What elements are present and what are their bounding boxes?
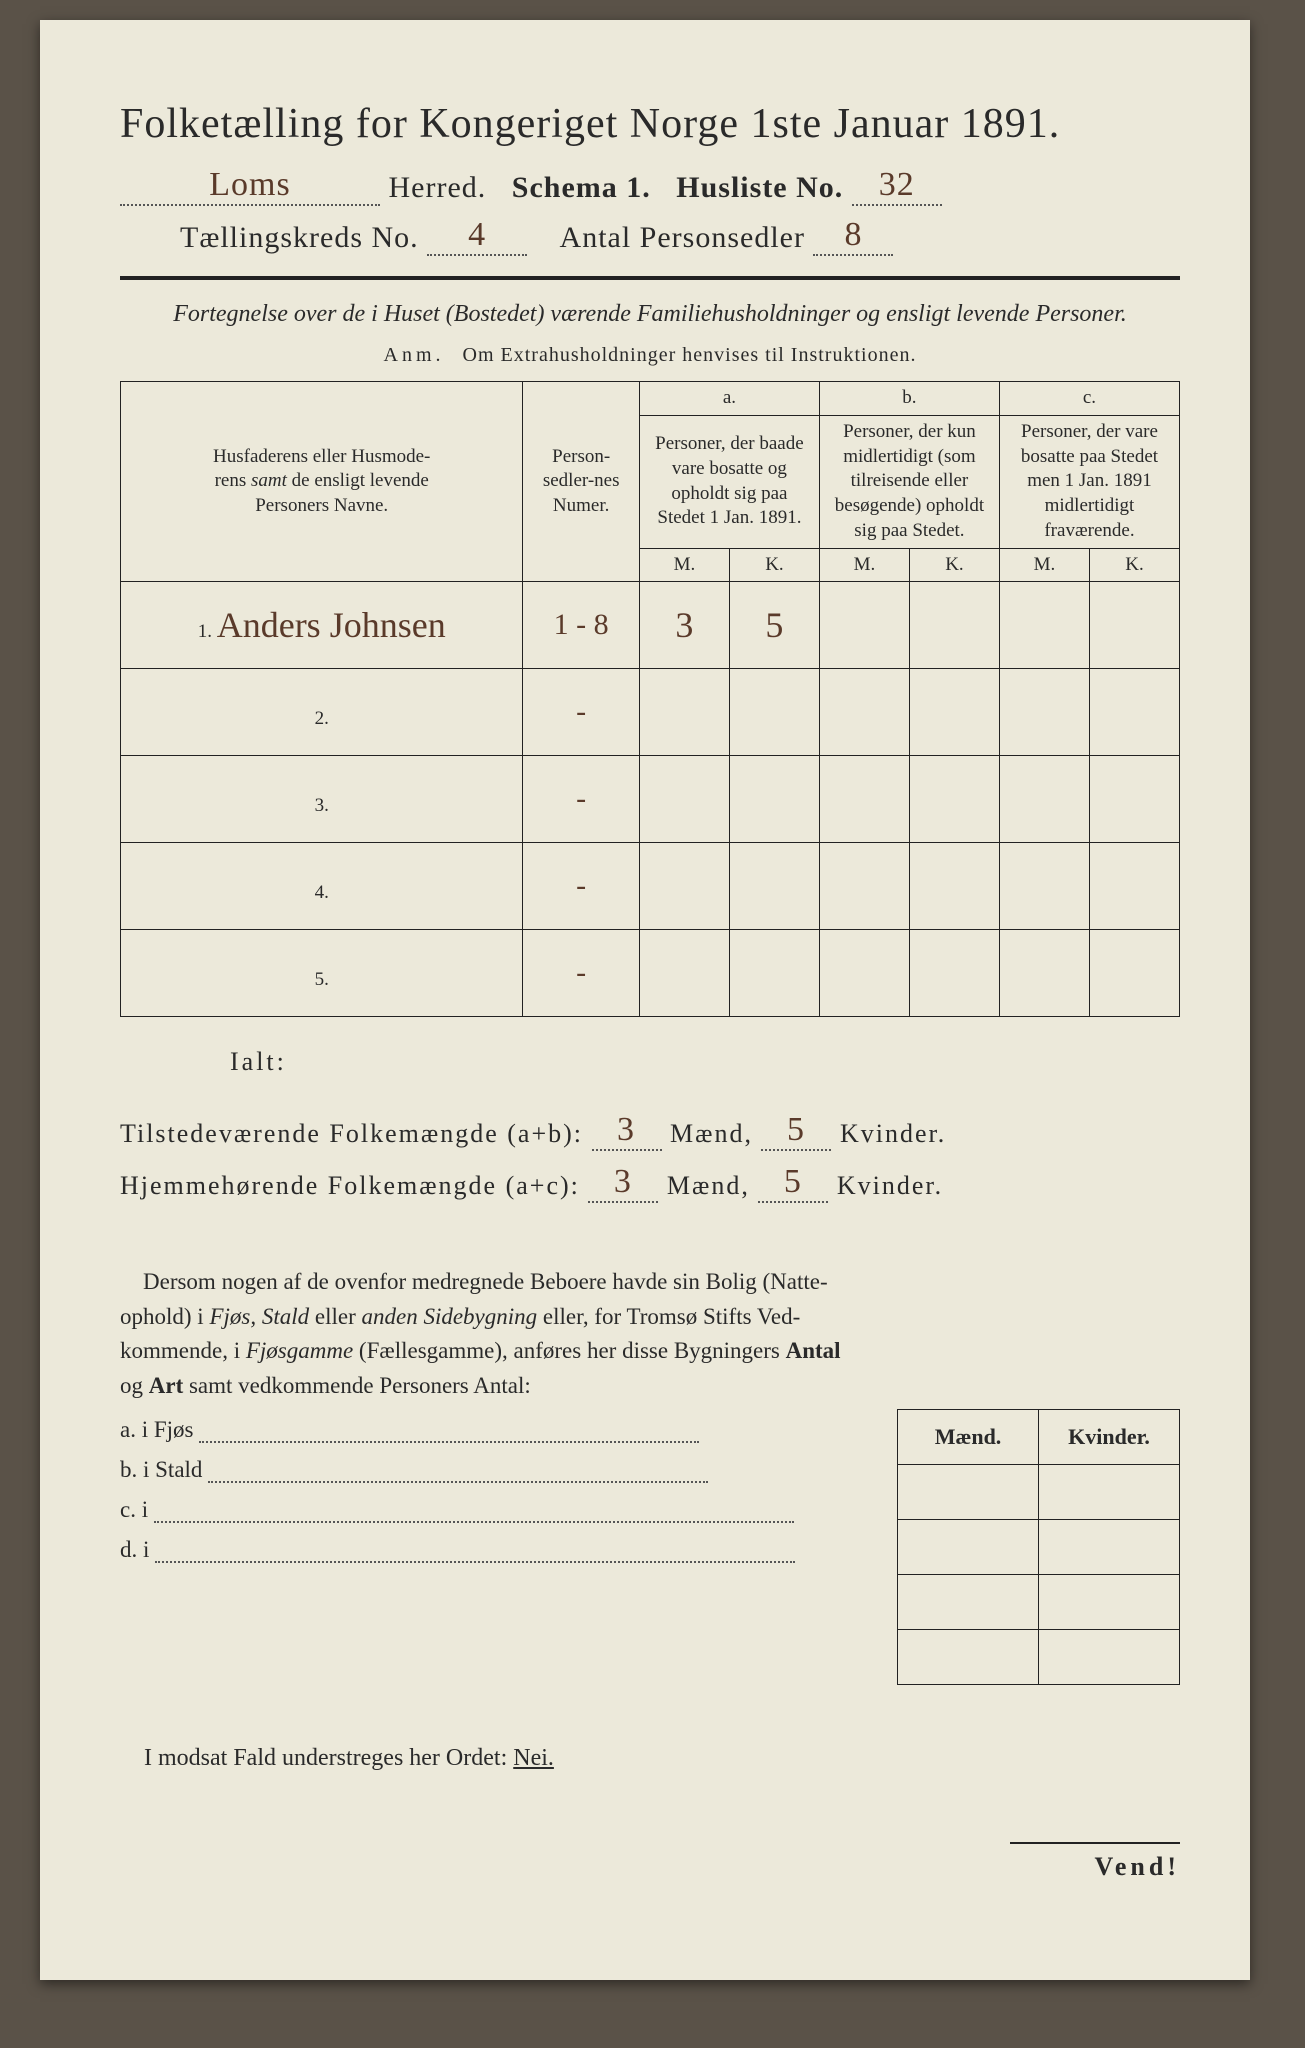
maend-label-1: Mænd, — [670, 1119, 753, 1148]
schema-label: Schema 1. — [512, 171, 651, 204]
th-a-m: M. — [640, 549, 730, 582]
antal-label: Antal Personsedler — [560, 221, 805, 254]
vend-label: Vend! — [1010, 1842, 1180, 1882]
th-b-head: b. — [819, 382, 999, 416]
anm-line: Anm. Om Extrahusholdninger henvises til … — [120, 344, 1180, 367]
nei-line: I modsat Fald understreges her Ordet: Ne… — [120, 1745, 1180, 1772]
mk-row-d — [898, 1630, 1180, 1685]
anm-text: Om Extrahusholdninger henvises til Instr… — [463, 344, 917, 366]
mk-row-a — [898, 1465, 1180, 1520]
h-k: 5 — [784, 1163, 803, 1200]
hjemme-label: Hjemmehørende Folkemængde (a+c): — [120, 1171, 580, 1200]
th-name: Husfaderens eller Husmode-rens samt de e… — [121, 382, 523, 582]
table-row: 2. - — [121, 669, 1180, 756]
th-c: Personer, der vare bosatte paa Stedet me… — [999, 416, 1179, 548]
census-form: Folketælling for Kongeriget Norge 1ste J… — [40, 20, 1250, 1980]
th-a-head: a. — [639, 382, 819, 416]
th-num: Person-sedler-nes Numer. — [523, 382, 639, 582]
mk-row-b — [898, 1520, 1180, 1575]
maend-label-2: Mænd, — [667, 1171, 750, 1200]
table-row: 4. - — [121, 843, 1180, 930]
husliste-label: Husliste No. — [676, 171, 843, 204]
nei-word: Nei. — [513, 1745, 554, 1771]
totals: Tilstedeværende Folkemængde (a+b): 3 Mæn… — [120, 1113, 1180, 1205]
husliste-value: 32 — [879, 166, 915, 203]
anm-label: Anm. — [384, 344, 445, 366]
th-c-wrap: M. K. — [999, 548, 1179, 582]
table-row: 1. Anders Johnsen1 - 835 — [121, 582, 1180, 669]
subtitle: Fortegnelse over de i Huset (Bostedet) v… — [160, 298, 1140, 330]
census-table: Husfaderens eller Husmode-rens samt de e… — [120, 381, 1180, 1017]
th-c-head: c. — [999, 382, 1179, 416]
side-building-paragraph: Dersom nogen af de ovenfor medregnede Be… — [120, 1265, 1180, 1403]
t-k: 5 — [787, 1111, 806, 1148]
th-b-wrap: M. K. — [819, 548, 999, 582]
th-c-k: K. — [1090, 549, 1179, 582]
herred-value: Loms — [209, 166, 290, 203]
kvinder-label-2: Kvinder. — [837, 1171, 943, 1200]
totals-line-2: Hjemmehørende Folkemængde (a+c): 3 Mænd,… — [120, 1165, 1180, 1205]
ialt-label: Ialt: — [230, 1047, 1180, 1077]
header-line-1: Loms Herred. Schema 1. Husliste No. 32 — [120, 168, 1180, 208]
table-row: 5. - — [121, 930, 1180, 1017]
th-b-m: M. — [820, 549, 910, 582]
header-line-2: Tællingskreds No. 4 Antal Personsedler 8 — [180, 218, 1180, 258]
page-title: Folketælling for Kongeriget Norge 1ste J… — [120, 100, 1180, 148]
mk-m: Mænd. — [898, 1410, 1039, 1465]
th-c-m: M. — [1000, 549, 1090, 582]
th-a-k: K. — [730, 549, 819, 582]
th-b-k: K. — [910, 549, 999, 582]
kreds-label: Tællingskreds No. — [180, 221, 419, 254]
kreds-value: 4 — [468, 216, 486, 253]
tilstede-label: Tilstedeværende Folkemængde (a+b): — [120, 1119, 583, 1148]
totals-line-1: Tilstedeværende Folkemængde (a+b): 3 Mæn… — [120, 1113, 1180, 1153]
divider — [120, 276, 1180, 280]
kvinder-label-1: Kvinder. — [840, 1119, 946, 1148]
mk-row-c — [898, 1575, 1180, 1630]
mk-k: Kvinder. — [1039, 1410, 1180, 1465]
th-b: Personer, der kun midlertidigt (som tilr… — [819, 416, 999, 548]
th-a-wrap: M. K. — [639, 548, 819, 582]
herred-label: Herred. — [389, 171, 487, 204]
table-row: 3. - — [121, 756, 1180, 843]
antal-value: 8 — [844, 216, 862, 253]
mk-table: Mænd. Kvinder. — [897, 1409, 1180, 1685]
th-a: Personer, der baade vare bosatte og opho… — [639, 416, 819, 548]
t-m: 3 — [617, 1111, 636, 1148]
h-m: 3 — [614, 1163, 633, 1200]
